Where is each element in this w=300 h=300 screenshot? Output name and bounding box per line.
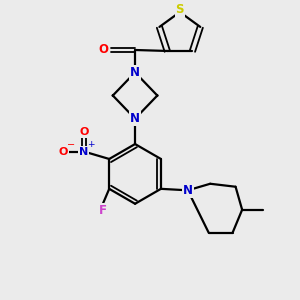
Text: N: N bbox=[130, 112, 140, 125]
Text: N: N bbox=[79, 146, 88, 157]
Text: N: N bbox=[130, 66, 140, 79]
Text: −: − bbox=[67, 140, 75, 150]
Text: F: F bbox=[99, 204, 106, 217]
Text: +: + bbox=[88, 140, 95, 149]
Text: O: O bbox=[58, 146, 68, 157]
Text: N: N bbox=[183, 184, 193, 197]
Text: O: O bbox=[79, 127, 88, 137]
Text: O: O bbox=[99, 44, 109, 56]
Text: S: S bbox=[176, 3, 184, 16]
